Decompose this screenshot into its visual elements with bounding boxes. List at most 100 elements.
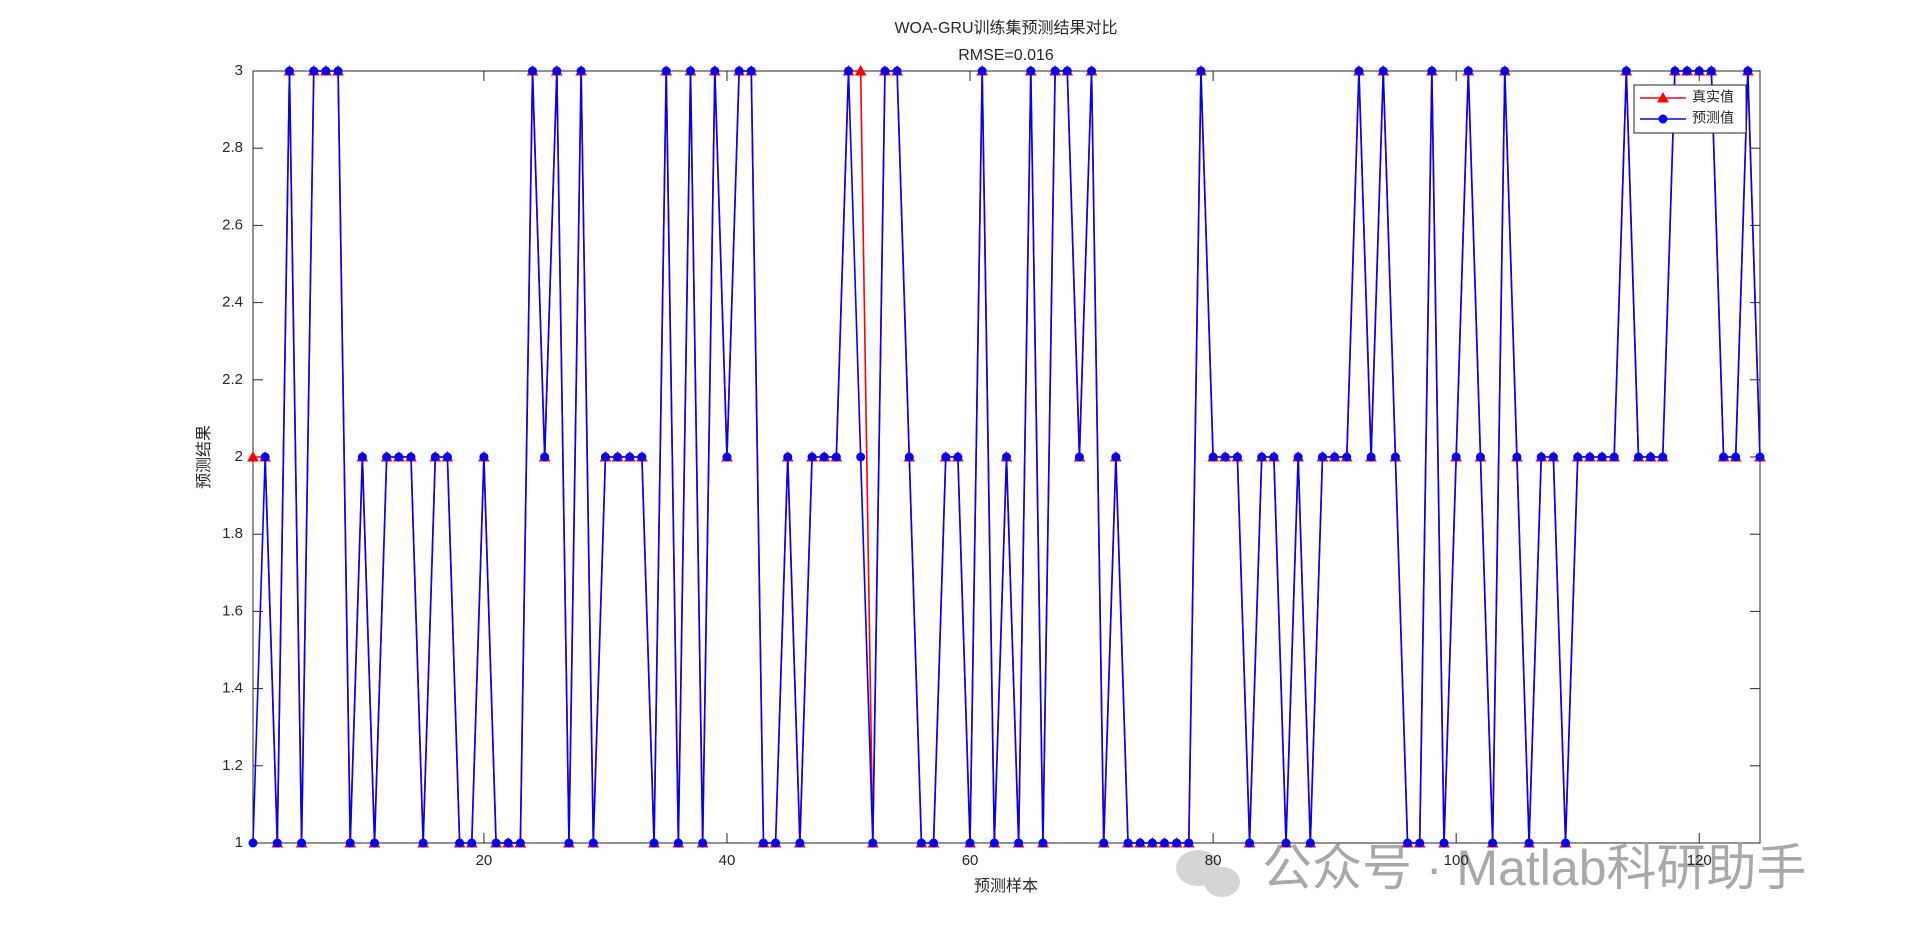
y-tick-label: 1.4 — [222, 680, 243, 697]
y-axis-label: 预测结果 — [195, 425, 213, 489]
marker — [783, 452, 793, 462]
marker — [1038, 838, 1048, 848]
marker — [1184, 838, 1194, 848]
y-tick-label: 1.2 — [222, 757, 243, 774]
marker — [1330, 452, 1340, 462]
marker — [370, 838, 380, 848]
marker — [1014, 838, 1024, 848]
marker — [1512, 452, 1522, 462]
marker — [345, 838, 355, 848]
marker — [1427, 66, 1437, 76]
marker — [1135, 838, 1145, 848]
marker — [1755, 452, 1765, 462]
marker — [588, 838, 598, 848]
y-tick-label: 2 — [235, 448, 243, 465]
marker — [430, 452, 440, 462]
marker — [1123, 838, 1133, 848]
marker — [1026, 66, 1036, 76]
marker — [1682, 66, 1692, 76]
marker — [1317, 452, 1327, 462]
y-tick-label: 2.2 — [222, 371, 243, 388]
marker — [868, 838, 878, 848]
y-tick-label: 1 — [235, 834, 243, 851]
marker — [1488, 838, 1498, 848]
y-tick-label: 3 — [235, 62, 243, 79]
marker — [1439, 838, 1449, 848]
marker — [880, 66, 890, 76]
marker — [1694, 66, 1704, 76]
marker — [1196, 66, 1206, 76]
marker — [965, 838, 975, 848]
marker — [625, 452, 635, 462]
marker — [382, 452, 392, 462]
marker — [1463, 66, 1473, 76]
marker — [771, 838, 781, 848]
marker — [1305, 838, 1315, 848]
marker — [491, 838, 501, 848]
marker — [1719, 452, 1729, 462]
y-tick-label: 2.4 — [222, 294, 243, 311]
marker — [1245, 838, 1255, 848]
marker — [1074, 452, 1084, 462]
marker — [854, 64, 867, 76]
marker — [467, 838, 477, 848]
marker — [1451, 452, 1461, 462]
legend-label: 真实值 — [1692, 89, 1734, 105]
marker — [1500, 66, 1510, 76]
marker — [333, 66, 343, 76]
marker — [248, 838, 258, 848]
marker — [1378, 66, 1388, 76]
y-tick-label: 2.6 — [222, 216, 243, 233]
marker — [734, 66, 744, 76]
marker — [442, 452, 452, 462]
marker — [989, 838, 999, 848]
marker — [1403, 838, 1413, 848]
marker — [321, 66, 331, 76]
marker — [357, 452, 367, 462]
marker — [1390, 452, 1400, 462]
marker — [673, 838, 683, 848]
marker — [698, 838, 708, 848]
marker — [1621, 66, 1631, 76]
marker — [904, 452, 914, 462]
marker — [564, 838, 574, 848]
x-tick-label: 40 — [719, 852, 736, 869]
marker — [418, 838, 428, 848]
marker — [1561, 838, 1571, 848]
marker — [649, 838, 659, 848]
marker — [1342, 452, 1352, 462]
marker — [1573, 452, 1583, 462]
marker — [613, 452, 623, 462]
marker — [1099, 838, 1109, 848]
marker — [1147, 838, 1157, 848]
marker — [856, 452, 866, 462]
marker — [977, 66, 987, 76]
marker — [515, 838, 525, 848]
marker — [1658, 452, 1668, 462]
marker — [1172, 838, 1182, 848]
marker — [1002, 452, 1011, 462]
marker — [722, 452, 732, 462]
marker — [247, 450, 259, 462]
marker — [552, 66, 562, 76]
marker — [1585, 452, 1595, 462]
marker — [819, 452, 829, 462]
marker — [1269, 452, 1279, 462]
x-tick-label: 80 — [1205, 852, 1222, 869]
marker — [795, 838, 805, 848]
marker — [1293, 452, 1303, 462]
marker — [1159, 838, 1169, 848]
marker — [1706, 66, 1716, 76]
marker — [576, 66, 586, 76]
marker — [1536, 452, 1546, 462]
marker — [1050, 66, 1060, 76]
marker — [1257, 452, 1267, 462]
marker — [1633, 452, 1643, 462]
marker — [916, 838, 926, 848]
marker — [297, 838, 307, 848]
legend-marker — [1658, 114, 1668, 124]
legend-label: 预测值 — [1692, 110, 1734, 126]
marker — [1415, 838, 1425, 848]
marker — [1646, 452, 1656, 462]
